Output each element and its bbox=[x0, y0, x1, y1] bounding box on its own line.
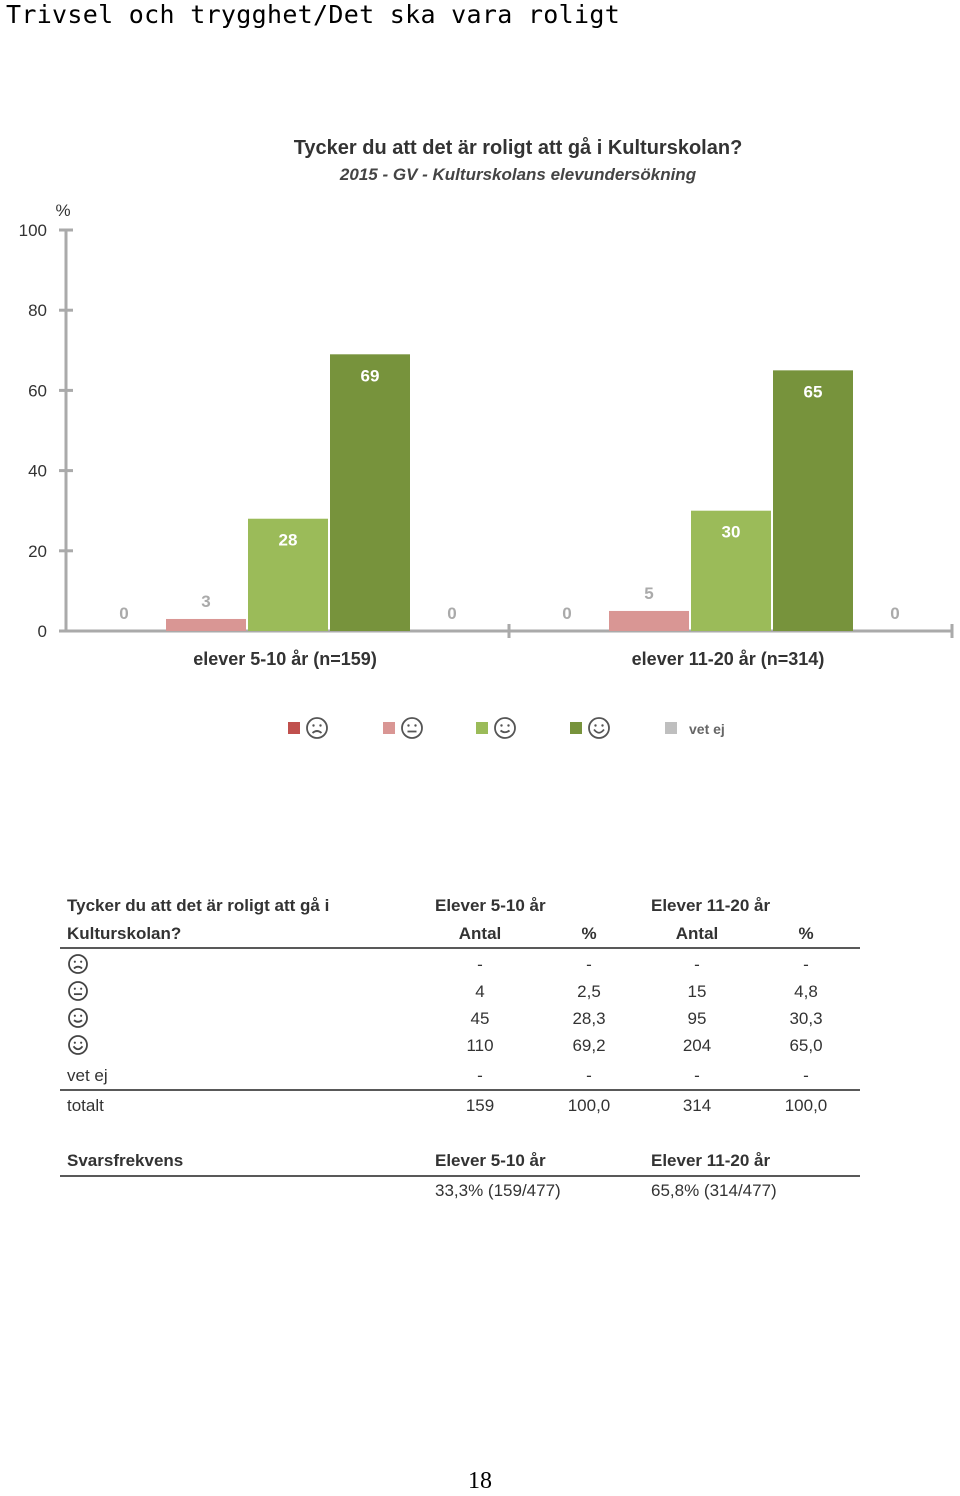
legend-swatch bbox=[570, 722, 582, 734]
table-total-a1: 159 bbox=[466, 1096, 494, 1115]
bar-value-label: 0 bbox=[447, 604, 456, 623]
bar bbox=[248, 518, 328, 631]
bar-value-label: 0 bbox=[119, 604, 128, 623]
table-cell: - bbox=[803, 955, 809, 974]
y-tick-label: 80 bbox=[28, 301, 47, 320]
table-total-a2: 314 bbox=[683, 1096, 711, 1115]
chart-bars: 0 3 28 69 0 0 5 30 65 0 bbox=[119, 354, 900, 631]
table-cell: 204 bbox=[683, 1036, 711, 1055]
y-tick-label: 20 bbox=[28, 542, 47, 561]
bar bbox=[609, 610, 689, 631]
neutral-face-icon bbox=[401, 717, 423, 739]
response-rate-group1: Elever 5-10 år bbox=[435, 1151, 546, 1170]
bar-value-label: 30 bbox=[722, 523, 741, 542]
table-cell: 45 bbox=[471, 1009, 490, 1028]
y-tick-label: 40 bbox=[28, 462, 47, 481]
bar-value-label: 3 bbox=[201, 592, 210, 611]
table-cell: 4,8 bbox=[794, 982, 818, 1001]
bar-value-label: 0 bbox=[890, 604, 899, 623]
legend-item bbox=[570, 717, 610, 739]
legend-label: vet ej bbox=[689, 721, 725, 737]
y-tick-label: 60 bbox=[28, 381, 47, 400]
table-cell: 28,3 bbox=[572, 1009, 605, 1028]
table-row: 45 28,3 95 30,3 bbox=[68, 1008, 823, 1028]
y-tick-label: 100 bbox=[19, 221, 47, 240]
legend-item bbox=[288, 717, 328, 739]
smile-face-icon bbox=[68, 1008, 88, 1028]
table-body: - - - - 4 2,5 15 4,8 45 28,3 95 30,3 110 69,2 204 65,0 v… bbox=[67, 954, 823, 1085]
table-cell: - bbox=[586, 1066, 592, 1085]
response-rate-value1: 33,3% (159/477) bbox=[435, 1181, 561, 1200]
bar bbox=[166, 618, 246, 631]
legend-item: vet ej bbox=[665, 721, 725, 737]
bar-chart: Tycker du att det är roligt att gå i Kul… bbox=[19, 136, 954, 739]
bar-value-label: 28 bbox=[279, 531, 298, 550]
table-cell: - bbox=[694, 1066, 700, 1085]
page-number: 18 bbox=[468, 1468, 492, 1494]
table-col-antal-2: Antal bbox=[676, 924, 719, 943]
table-cell: 65,0 bbox=[789, 1036, 822, 1055]
table-row: 4 2,5 15 4,8 bbox=[68, 981, 818, 1001]
table-col-pct-2: % bbox=[798, 924, 813, 943]
table-cell: - bbox=[477, 955, 483, 974]
bar bbox=[330, 354, 410, 631]
response-rate-value2: 65,8% (314/477) bbox=[651, 1181, 777, 1200]
chart-title: Tycker du att det är roligt att gå i Kul… bbox=[294, 136, 743, 159]
legend-swatch bbox=[383, 722, 395, 734]
table-cell: 15 bbox=[688, 982, 707, 1001]
neutral-face-icon bbox=[68, 981, 88, 1001]
happy-face-icon bbox=[588, 717, 610, 739]
legend-swatch bbox=[665, 722, 677, 734]
table-total-p1: 100,0 bbox=[568, 1096, 611, 1115]
table-cell: 30,3 bbox=[789, 1009, 822, 1028]
table-row: vet ej - - - - bbox=[67, 1066, 809, 1085]
table-group1-header: Elever 5-10 år bbox=[435, 896, 546, 915]
table-cell: 2,5 bbox=[577, 982, 601, 1001]
table-col-antal-1: Antal bbox=[459, 924, 502, 943]
happy-face-icon bbox=[68, 1035, 88, 1055]
bar-value-label: 5 bbox=[644, 584, 653, 603]
legend-swatch bbox=[476, 722, 488, 734]
table-cell: - bbox=[694, 955, 700, 974]
smile-face-icon bbox=[494, 717, 516, 739]
table-group2-header: Elever 11-20 år bbox=[651, 896, 770, 915]
response-rate-group2: Elever 11-20 år bbox=[651, 1151, 770, 1170]
table-cell: - bbox=[586, 955, 592, 974]
bar bbox=[691, 510, 771, 631]
y-axis-label: % bbox=[55, 201, 70, 220]
page-heading: Trivsel och trygghet/Det ska vara roligt bbox=[6, 0, 621, 29]
bar bbox=[773, 370, 853, 631]
results-table: Tycker du att det är roligt att gå i Kul… bbox=[60, 896, 860, 1200]
x-category-label: elever 11-20 år (n=314) bbox=[632, 649, 825, 669]
table-row: ---- bbox=[68, 954, 809, 974]
bar-value-label: 0 bbox=[562, 604, 571, 623]
table-cell: - bbox=[477, 1066, 483, 1085]
table-total-p2: 100,0 bbox=[785, 1096, 828, 1115]
table-cell: 110 bbox=[466, 1036, 493, 1055]
table-question-line2: Kulturskolan? bbox=[67, 924, 181, 943]
y-tick-label: 0 bbox=[38, 622, 47, 641]
table-row: 110 69,2 204 65,0 bbox=[68, 1035, 823, 1055]
table-question-line1: Tycker du att det är roligt att gå i bbox=[67, 896, 329, 915]
legend-item bbox=[476, 717, 516, 739]
table-cell: 4 bbox=[475, 982, 484, 1001]
sad-face-icon bbox=[68, 954, 88, 974]
sad-face-icon bbox=[306, 717, 328, 739]
table-cell: 69,2 bbox=[572, 1036, 605, 1055]
bar-value-label: 69 bbox=[361, 366, 380, 385]
table-cell: - bbox=[803, 1066, 809, 1085]
chart-subtitle: 2015 - GV - Kulturskolans elevundersökni… bbox=[339, 165, 697, 184]
table-row-label: vet ej bbox=[67, 1066, 108, 1085]
chart-legend: vet ej bbox=[288, 717, 725, 739]
x-category-label: elever 5-10 år (n=159) bbox=[193, 649, 377, 669]
table-total-label: totalt bbox=[67, 1096, 104, 1115]
table-cell: 95 bbox=[688, 1009, 707, 1028]
table-col-pct-1: % bbox=[581, 924, 596, 943]
bar-value-label: 65 bbox=[804, 382, 823, 401]
legend-swatch bbox=[288, 722, 300, 734]
legend-item bbox=[383, 717, 423, 739]
response-rate-label: Svarsfrekvens bbox=[67, 1151, 183, 1170]
